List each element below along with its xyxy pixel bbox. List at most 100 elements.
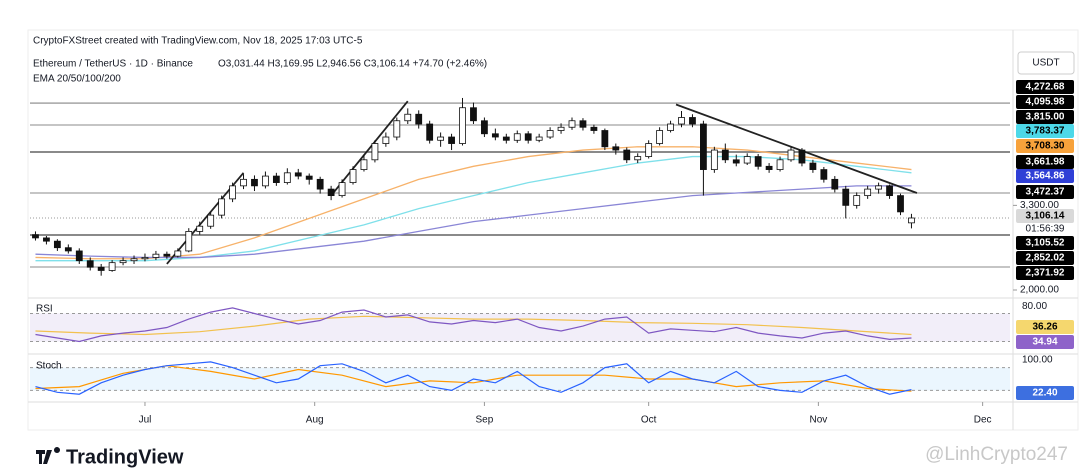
candle-body	[415, 113, 423, 125]
candle-body	[524, 133, 532, 141]
pane-title: RSI	[36, 304, 53, 315]
stoch-tag	[1016, 386, 1074, 400]
candle-body	[382, 136, 390, 144]
candle-body	[710, 149, 718, 170]
candle-body	[875, 185, 883, 190]
candle-body	[229, 185, 236, 200]
candle-body	[459, 107, 466, 144]
trendline	[330, 100, 409, 197]
price-tag	[1016, 169, 1074, 183]
candle-body	[743, 156, 751, 164]
stoch-tag-label: 22.40	[1032, 388, 1057, 399]
candle-body	[448, 136, 455, 144]
price-tag	[1016, 80, 1074, 94]
candle-body	[623, 149, 631, 161]
candle-body	[64, 247, 72, 252]
credit: CryptoFXStreet created with TradingView.…	[33, 36, 363, 47]
x-tick-label: Oct	[641, 415, 657, 426]
candle-body	[732, 159, 740, 164]
price-tag	[1016, 139, 1074, 153]
trendline	[675, 103, 918, 194]
candle-body	[590, 126, 598, 131]
candle-body	[700, 123, 707, 170]
candle-body	[557, 126, 565, 131]
rsi-line	[35, 307, 912, 343]
candle-body	[502, 136, 510, 141]
price-tag-label: 3,105.52	[1026, 238, 1065, 249]
candle-body	[251, 178, 258, 187]
candle-body	[338, 182, 346, 197]
x-tick-label: Aug	[306, 415, 324, 426]
candle-body	[721, 149, 729, 161]
ohlc: O3,031.44 H3,169.95 L2,946.56 C3,106.14 …	[218, 59, 487, 70]
candle-body	[426, 123, 434, 141]
candle-body	[207, 214, 215, 227]
candle-body	[568, 120, 576, 128]
candle-body	[579, 120, 587, 128]
rsi-tag	[1016, 320, 1074, 334]
candle-body	[262, 175, 269, 187]
price-tag	[1016, 251, 1074, 265]
brand: TradingView	[66, 446, 184, 468]
x-tick-label: Jul	[139, 415, 152, 426]
candle-body	[667, 123, 674, 131]
candle-body	[283, 172, 291, 183]
price-tag	[1016, 95, 1074, 109]
candle-body	[393, 120, 401, 138]
ema-line	[35, 146, 912, 260]
pane-tick-label: 100.00	[1022, 355, 1053, 366]
rsi-ma	[35, 315, 912, 336]
candle-body	[43, 237, 50, 242]
candle-body	[163, 253, 171, 257]
candle-body	[535, 136, 543, 141]
price-tag	[1016, 110, 1074, 124]
candle-body	[470, 107, 477, 122]
price-tag	[1016, 266, 1074, 280]
y-tick-label: 2,000.00	[1020, 285, 1059, 296]
candle-body	[218, 198, 226, 216]
x-tick-label: Sep	[476, 415, 494, 426]
price-tag	[1016, 236, 1074, 250]
pane-title: Stoch	[36, 361, 62, 372]
price-tag-label: 3,815.00	[1026, 112, 1065, 123]
candle-body	[798, 149, 806, 164]
candle-body	[513, 133, 521, 141]
price-tag-label: 3,106.14	[1026, 211, 1065, 222]
y-tick-label: 3,300.00	[1020, 200, 1059, 211]
candle-body	[765, 165, 773, 170]
candle-body	[185, 231, 193, 252]
candle-body	[75, 250, 83, 262]
candle-body	[842, 188, 850, 206]
rsi-tag-label: 34.94	[1032, 337, 1057, 348]
price-tag-label: 3,783.37	[1026, 126, 1065, 137]
candle-body	[776, 159, 784, 170]
symbol: Ethereum / TetherUS · 1D · Binance	[33, 59, 193, 70]
watermark: @LinhCrypto247	[925, 444, 1068, 465]
price-tag-label: 3,708.30	[1026, 141, 1065, 152]
band-fill	[30, 367, 1010, 391]
stoch-k	[35, 361, 912, 395]
candle-body	[371, 143, 379, 161]
price-tag-label: 3,661.98	[1026, 157, 1065, 168]
candle-body	[678, 117, 685, 125]
candle-body	[601, 130, 609, 148]
candle-body	[97, 266, 105, 271]
band-fill	[30, 313, 1010, 342]
price-tag	[1016, 155, 1074, 169]
rsi-tag	[1016, 335, 1074, 349]
candle-body	[108, 262, 116, 271]
pane-tick-label: 80.00	[1022, 301, 1047, 312]
price-tag-label: 2,371.92	[1026, 268, 1065, 279]
candle-body	[546, 130, 554, 138]
candle-body	[349, 169, 357, 183]
candle-body	[886, 185, 893, 197]
stoch-d	[35, 365, 912, 392]
candle-body	[481, 120, 488, 135]
indicator: EMA 20/50/100/200	[33, 74, 121, 85]
candle-body	[437, 136, 445, 141]
candle-body	[327, 188, 335, 197]
candle-body	[491, 133, 499, 138]
candle-body	[316, 178, 324, 190]
candle-body	[53, 240, 61, 249]
candle-body	[86, 260, 94, 268]
